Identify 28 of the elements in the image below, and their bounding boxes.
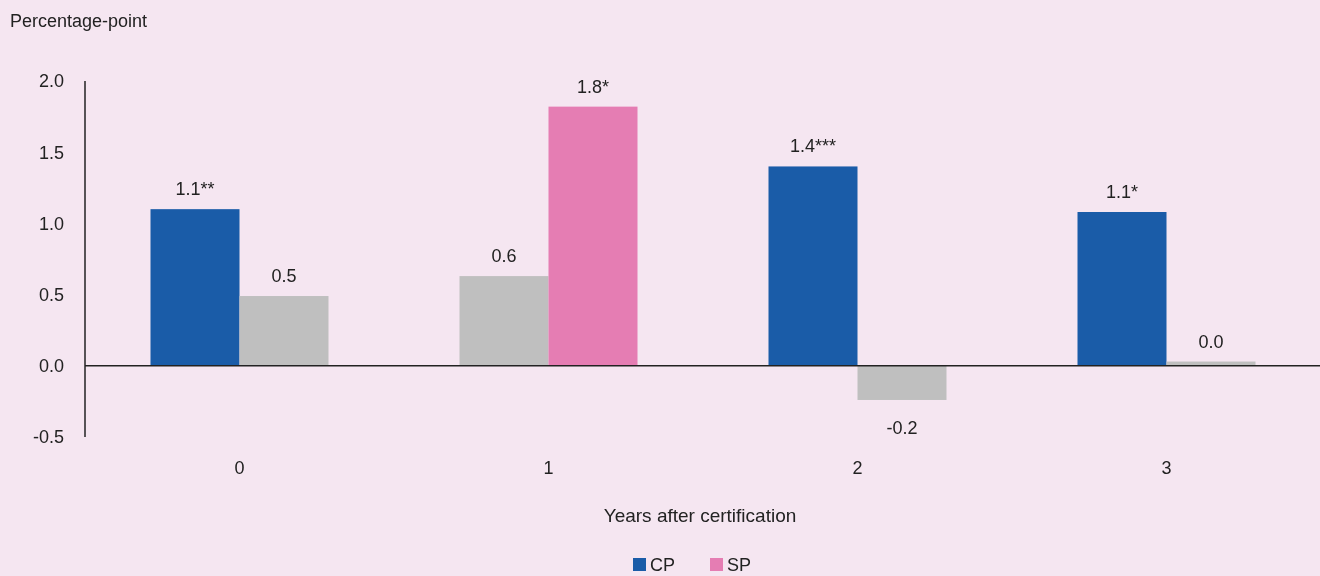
data-label: 0.5 bbox=[271, 266, 297, 287]
x-axis-title: Years after certification bbox=[603, 505, 797, 526]
y-tick-label: -0.5 bbox=[32, 427, 64, 448]
y-tick-label: 0.5 bbox=[38, 284, 64, 305]
bar bbox=[239, 296, 329, 366]
data-label: -0.2 bbox=[886, 417, 918, 438]
y-tick-label: 1.0 bbox=[38, 213, 64, 234]
x-tick-label: 3 bbox=[1161, 458, 1172, 478]
bar bbox=[857, 365, 947, 400]
y-tick-label: 0.0 bbox=[38, 356, 64, 377]
legend-label: CP bbox=[650, 555, 676, 575]
y-tick-label: 1.5 bbox=[38, 142, 64, 163]
bar bbox=[1077, 212, 1167, 366]
data-label: 1.1** bbox=[175, 179, 215, 200]
data-label: 1.1* bbox=[1105, 182, 1139, 203]
x-tick-label: 0 bbox=[234, 458, 245, 478]
legend-label: SP bbox=[727, 555, 752, 575]
x-tick-label: 2 bbox=[852, 458, 863, 478]
data-label: 1.8* bbox=[576, 76, 610, 97]
data-label: 1.4*** bbox=[789, 136, 837, 157]
y-axis-title: Percentage-point bbox=[10, 11, 148, 31]
bar bbox=[150, 209, 240, 366]
x-tick-label: 1 bbox=[543, 458, 554, 478]
data-label: 0.0 bbox=[1198, 331, 1224, 352]
bar bbox=[548, 106, 638, 366]
bar bbox=[768, 166, 858, 366]
data-label: 0.6 bbox=[491, 246, 517, 267]
y-tick-label: 2.0 bbox=[38, 71, 64, 92]
